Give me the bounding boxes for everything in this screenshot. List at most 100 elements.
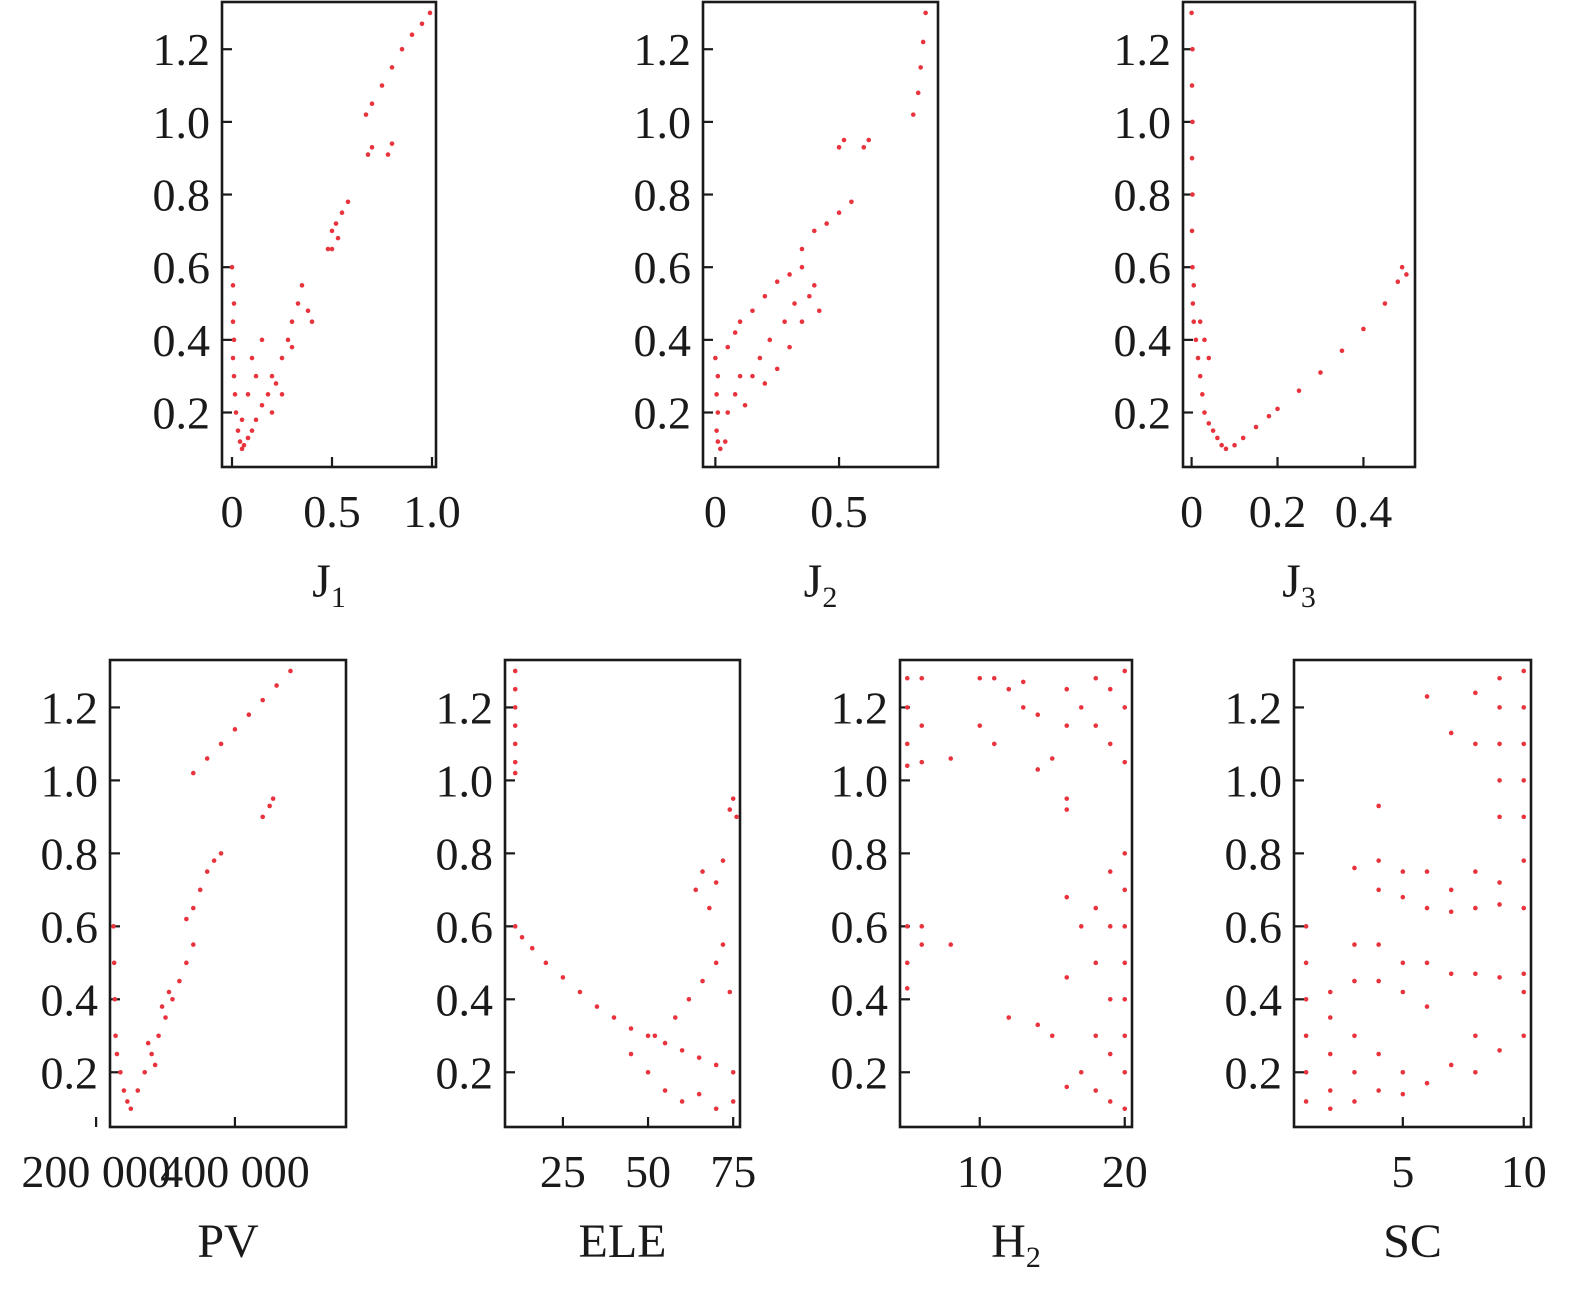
data-point [715,373,721,379]
data-point [269,373,275,379]
y-tick-label: 0.2 [153,388,211,439]
data-point [369,101,375,107]
x-tick-label: 200 000 [21,1146,171,1197]
y-tick-label: 0.4 [634,315,692,366]
y-tick-label: 0.2 [634,388,692,439]
data-point [1473,869,1478,874]
data-point [1215,435,1220,441]
x-tick-label: 0 [221,486,244,537]
data-point [594,1004,600,1009]
data-point [948,756,954,761]
data-point [1400,869,1406,874]
data-point [1327,1106,1333,1112]
y-tick-label: 1.2 [831,682,889,733]
data-point [1303,1033,1309,1039]
data-point [325,246,331,252]
data-point [231,337,237,343]
x-axis-label: SC [1383,1215,1442,1268]
data-point [1122,887,1128,893]
data-point [1424,869,1430,874]
data-point [841,137,847,143]
y-tick-label: 0.6 [436,901,494,952]
data-point [1448,730,1454,736]
data-point [1424,1080,1430,1086]
series-1 [229,10,433,452]
data-point [1448,971,1454,977]
data-point [693,887,699,893]
data-point [1521,741,1527,747]
data-point [849,199,854,205]
data-point [125,1099,130,1104]
data-point [229,264,235,270]
data-point [1327,989,1333,995]
data-point [836,145,842,150]
data-point [824,221,829,226]
data-point [1191,319,1197,324]
data-point [1399,264,1405,270]
data-point [1122,1069,1128,1075]
data-point [722,439,728,444]
data-point [149,1051,154,1057]
plot-frame [108,658,348,1129]
data-point [645,1069,651,1075]
data-point [1107,869,1113,874]
data-point [1093,905,1099,911]
data-point [339,210,345,216]
data-point [686,997,692,1002]
data-point [812,283,817,288]
data-point [727,989,733,995]
data-point [707,905,712,911]
data-point [1497,1048,1502,1053]
data-point [1318,370,1323,375]
data-point [279,392,285,397]
data-point [1521,971,1527,977]
data-point [700,869,705,874]
data-point [1122,960,1128,966]
data-point [259,402,265,408]
data-point [1078,1069,1084,1075]
data-point [1049,756,1055,761]
data-point [1303,924,1309,929]
data-point [919,924,925,929]
data-point [309,319,315,324]
series-1 [713,10,928,452]
data-point [1303,997,1309,1002]
data-point [799,246,805,252]
data-point [543,960,549,966]
data-point [1521,814,1527,820]
data-point [1064,807,1070,812]
data-point [249,428,255,433]
data-point [1035,712,1041,718]
data-point [1376,942,1381,947]
x-tick-label: 0.4 [1335,486,1393,537]
data-point [861,145,867,150]
y-tick-label: 0.6 [831,901,889,952]
data-point [190,770,196,776]
data-point [1275,406,1280,412]
data-point [836,210,842,216]
series-1 [512,668,739,1112]
y-tick-label: 0.8 [634,170,692,221]
data-point [757,355,763,361]
data-point [389,65,395,70]
data-point [1190,264,1195,270]
data-point [1473,905,1478,911]
data-point [1189,10,1194,16]
x-tick-label: 0.5 [810,486,868,537]
data-point [799,319,805,324]
y-tick-label: 0.8 [1114,170,1172,221]
series-1 [904,668,1128,1112]
data-point [1078,924,1084,929]
data-point [730,1099,736,1104]
y-tick-label: 1.2 [634,24,692,75]
data-point [1064,1084,1070,1090]
data-point [166,989,172,995]
data-point [333,221,339,226]
plot-frame [1292,658,1533,1129]
data-point [512,770,518,776]
data-point [1473,690,1478,696]
data-point [1122,851,1128,856]
data-point [991,741,997,747]
data-point [512,924,518,929]
